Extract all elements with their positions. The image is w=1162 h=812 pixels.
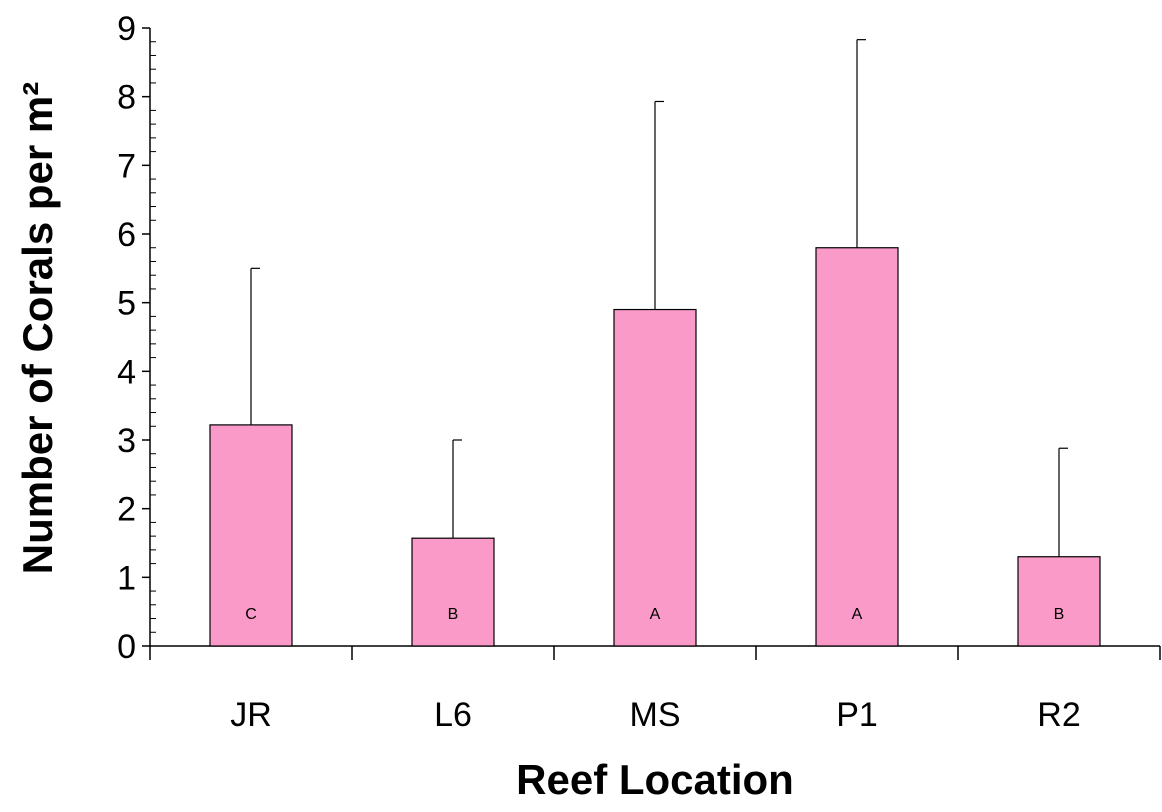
bar-annotation-jr: C [245,606,257,623]
bar-jr [209,424,293,647]
x-tick-label-p1: P1 [836,696,878,734]
y-tick-label: 7 [117,147,136,185]
x-axis-title: Reef Location [516,756,794,803]
bar-annotation-ms: A [650,606,661,623]
y-tick-label: 8 [117,79,136,117]
x-tick-label-ms: MS [630,696,681,734]
bar-l6 [411,537,495,647]
y-axis: 0 1 2 3 4 5 6 7 8 9 [117,10,156,666]
y-tick-label: 4 [117,353,136,391]
bar-ms [613,308,697,647]
bar-annotation-l6: B [448,606,459,623]
x-axis: JR L6 MS P1 R2 [149,645,1161,734]
y-axis-title: Number of Corals per m² [14,82,61,574]
x-tick-label-jr: JR [230,696,272,734]
y-tick-label: 9 [117,10,136,48]
bar-annotation-r2: B [1054,606,1065,623]
x-tick-label-r2: R2 [1037,696,1080,734]
y-tick-label: 0 [117,628,136,666]
x-tick-label-l6: L6 [434,696,472,734]
y-tick-label: 2 [117,491,136,529]
y-tick-label: 1 [117,559,136,597]
y-tick-label: 6 [117,216,136,254]
bar-annotation-p1: A [852,606,863,623]
y-tick-label: 5 [117,285,136,323]
y-tick-label: 3 [117,422,136,460]
bar-p1 [815,247,899,647]
bar-r2 [1017,556,1101,647]
